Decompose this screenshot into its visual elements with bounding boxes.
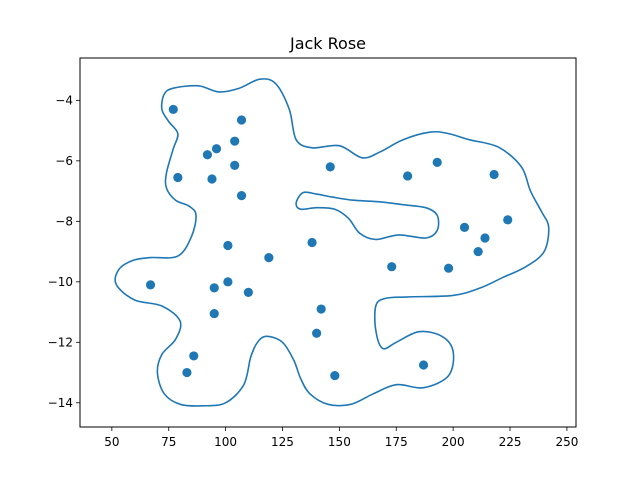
x-tick-label: 250 bbox=[555, 435, 578, 449]
y-tick-label: −6 bbox=[55, 154, 73, 168]
scatter-point bbox=[264, 253, 274, 263]
x-tick-label: 125 bbox=[271, 435, 294, 449]
scatter-point bbox=[223, 277, 233, 287]
scatter-point bbox=[211, 144, 222, 154]
scatter-point bbox=[230, 136, 240, 146]
y-tick-label: −12 bbox=[48, 335, 73, 349]
y-tick-label: −14 bbox=[48, 396, 73, 410]
scatter-point bbox=[209, 308, 219, 319]
scatter-point bbox=[503, 215, 513, 225]
scatter-point bbox=[145, 280, 156, 290]
x-tick-label: 225 bbox=[499, 435, 522, 449]
scatter-point bbox=[330, 370, 340, 381]
scatter-point bbox=[432, 157, 442, 167]
y-tick-label: −4 bbox=[55, 93, 73, 107]
scatter-point bbox=[312, 328, 322, 338]
x-tick-label: 200 bbox=[442, 435, 465, 449]
x-axis: 50 75 100 125 150 175 200 225 250 bbox=[104, 427, 578, 449]
scatter-point bbox=[316, 304, 326, 314]
scatter-point bbox=[230, 160, 240, 170]
inner-contour-line bbox=[295, 191, 440, 241]
x-tick-label: 175 bbox=[385, 435, 408, 449]
scatter-point bbox=[168, 104, 178, 115]
scatter-point bbox=[489, 169, 499, 180]
y-tick-label: −8 bbox=[55, 214, 73, 228]
scatter-point bbox=[443, 263, 454, 273]
scatter-point bbox=[202, 150, 213, 160]
scatter-point bbox=[223, 240, 233, 251]
x-tick-label: 50 bbox=[104, 435, 119, 449]
scatter-point bbox=[209, 283, 219, 293]
outer-contour-line bbox=[114, 78, 550, 407]
scatter-point bbox=[307, 237, 317, 248]
scatter-point bbox=[480, 233, 490, 243]
scatter-point bbox=[236, 191, 247, 201]
x-tick-label: 75 bbox=[161, 435, 176, 449]
scatter-point bbox=[459, 222, 470, 232]
scatter-point bbox=[243, 287, 253, 298]
scatter-point bbox=[403, 171, 413, 181]
x-tick-label: 150 bbox=[328, 435, 351, 449]
y-tick-label: −10 bbox=[48, 275, 73, 289]
scatter-point bbox=[236, 115, 247, 125]
plot-area bbox=[114, 78, 550, 407]
scatter-point bbox=[189, 351, 199, 361]
scatter-point bbox=[173, 172, 183, 183]
scatter-point bbox=[387, 262, 397, 272]
scatter-point bbox=[418, 360, 429, 370]
plot-frame bbox=[79, 57, 577, 428]
chart-title: Jack Rose bbox=[289, 34, 366, 53]
scatter-point bbox=[182, 367, 192, 378]
scatter-point bbox=[473, 246, 483, 257]
y-axis: −4 −6 −8 −10 −12 −14 bbox=[48, 93, 80, 410]
x-tick-label: 100 bbox=[214, 435, 237, 449]
scatter-point bbox=[207, 174, 217, 184]
scatter-point bbox=[325, 162, 335, 172]
